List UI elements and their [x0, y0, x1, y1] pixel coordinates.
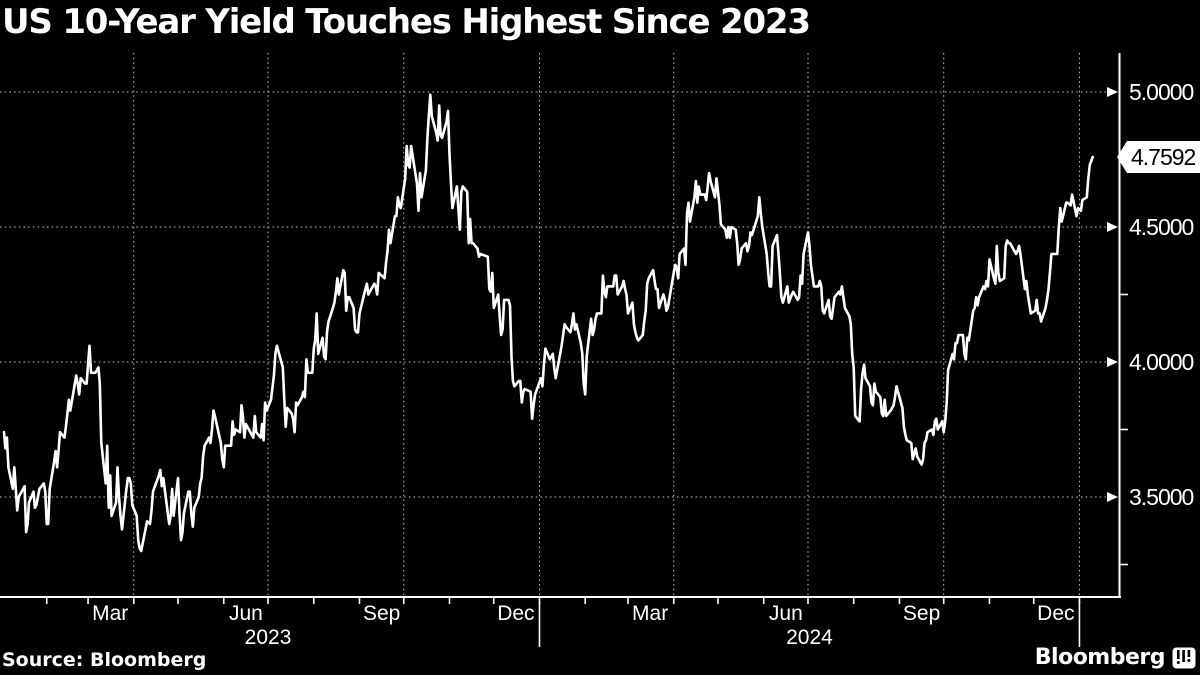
bloomberg-logo: Bloomberg	[1035, 645, 1196, 670]
x-axis-year-label: 2023	[245, 626, 292, 649]
x-axis-month-label: Sep	[903, 602, 940, 625]
axis-arrow-icon	[1107, 222, 1118, 232]
chart-title: US 10-Year Yield Touches Highest Since 2…	[2, 2, 811, 42]
source-note: Source: Bloomberg	[2, 649, 207, 671]
x-axis-month-label: Dec	[1037, 602, 1074, 625]
x-axis-month-label: Jun	[769, 602, 803, 625]
bloomberg-mark-icon	[1172, 647, 1196, 668]
axis-arrow-icon	[1107, 87, 1118, 97]
x-axis-month-label: Mar	[92, 602, 128, 625]
x-axis-month-label: Sep	[363, 602, 400, 625]
x-axis-month-label: Dec	[497, 602, 534, 625]
last-price-tag	[1117, 141, 1200, 174]
bloomberg-logo-text: Bloomberg	[1034, 645, 1166, 670]
x-axis-year-label: 2024	[786, 626, 833, 649]
axis-arrow-icon	[1107, 492, 1118, 502]
y-axis-label: 4.0000	[1129, 349, 1194, 375]
yield-line	[2, 93, 1094, 553]
x-axis-month-label: Mar	[632, 602, 668, 625]
y-axis-label: 4.5000	[1129, 214, 1194, 240]
y-axis-label: 5.0000	[1129, 79, 1194, 105]
last-price-label: 4.7592	[1131, 144, 1196, 170]
y-axis-label: 3.5000	[1129, 484, 1194, 510]
x-axis-month-label: Jun	[229, 602, 263, 625]
axis-arrow-icon	[1107, 357, 1118, 367]
